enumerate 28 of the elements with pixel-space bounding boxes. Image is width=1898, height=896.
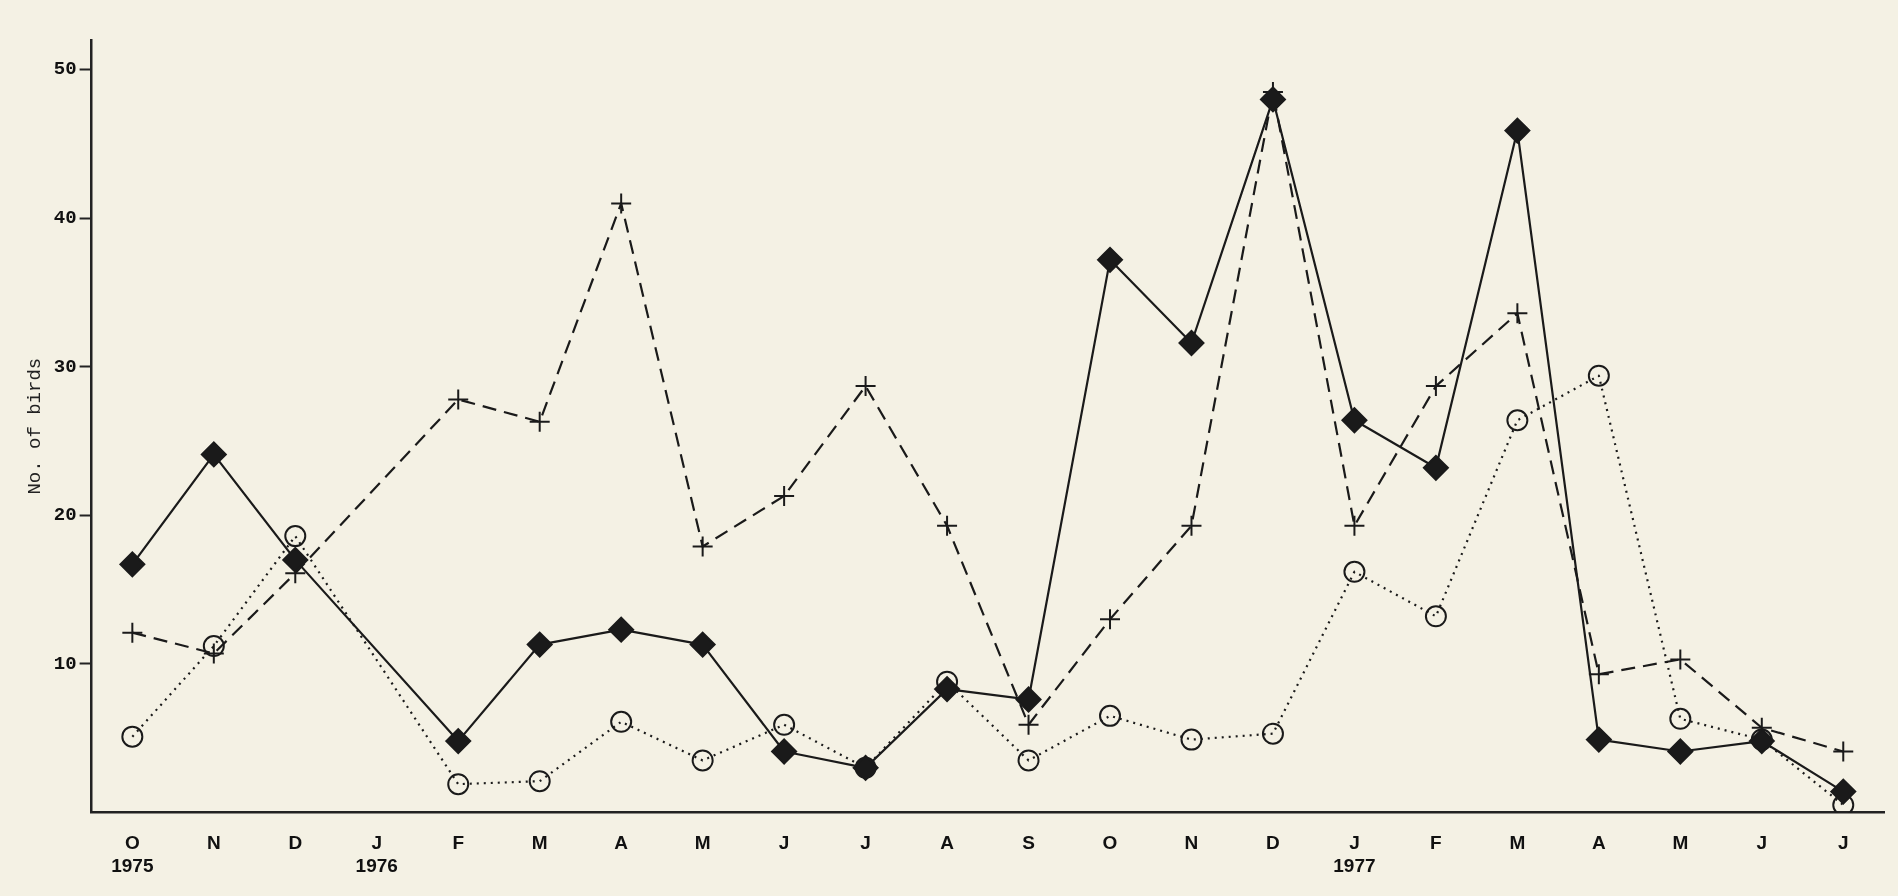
x-tick-label: O 1975: [111, 832, 154, 876]
x-tick-label: M: [1672, 832, 1689, 854]
x-tick-label: J: [1756, 832, 1768, 854]
x-tick-label: S: [1022, 832, 1035, 854]
x-tick-label: O: [1102, 832, 1118, 854]
y-axis-title: No. of birds: [24, 357, 47, 495]
x-tick-label: J 1976: [355, 832, 398, 876]
x-tick-label: F: [452, 832, 465, 854]
y-tick-label: 30: [53, 355, 77, 378]
y-tick-label: 40: [53, 207, 77, 230]
x-tick-label: D: [1266, 832, 1280, 854]
y-tick-label: 20: [53, 504, 77, 527]
x-tick-label: J: [860, 832, 871, 854]
x-tick-label: A: [1591, 832, 1606, 854]
x-tick-label: J: [1837, 832, 1849, 854]
y-tick-label: 10: [53, 652, 77, 675]
x-tick-label: J: [778, 832, 790, 854]
x-tick-label: M: [531, 832, 548, 854]
x-tick-label: J 1977: [1333, 832, 1376, 876]
x-tick-label: N: [206, 832, 221, 854]
x-tick-label: F: [1430, 832, 1442, 854]
x-tick-label: D: [288, 832, 303, 854]
y-tick-label: 50: [53, 58, 77, 81]
x-tick-label: N: [1184, 832, 1199, 854]
x-tick-label: A: [940, 832, 955, 854]
x-tick-label: M: [1509, 832, 1526, 854]
x-tick-label: A: [614, 832, 629, 854]
x-tick-label: M: [694, 832, 711, 854]
